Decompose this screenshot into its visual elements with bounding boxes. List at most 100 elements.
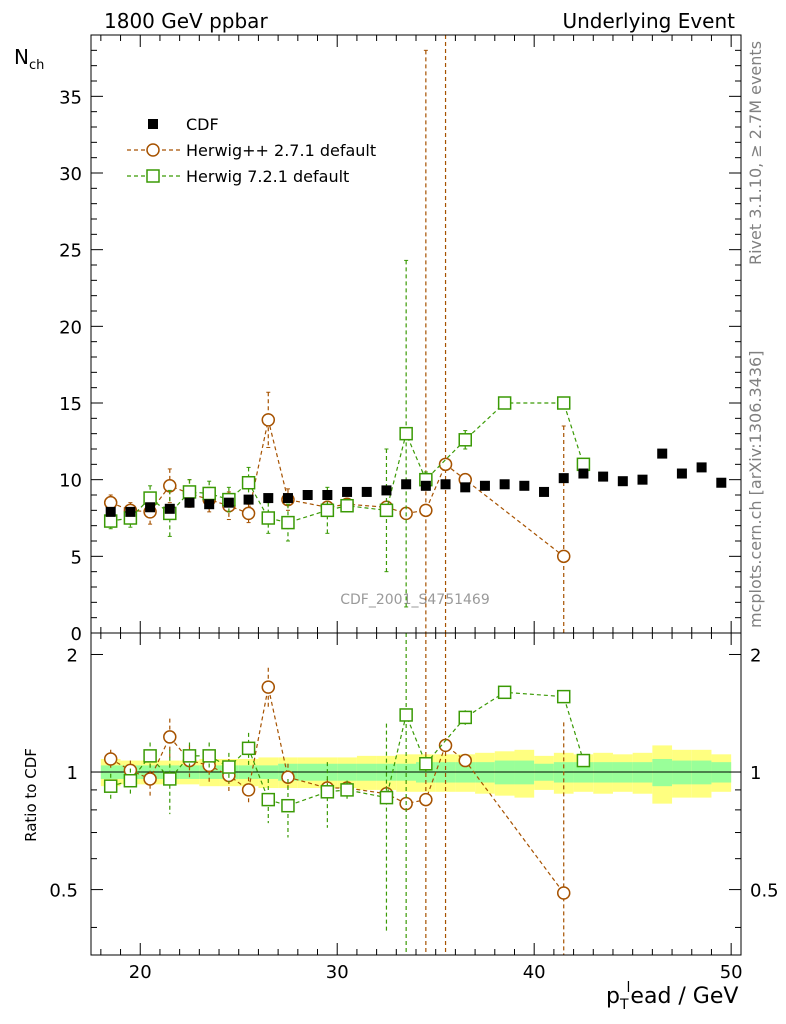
herwigpp-ratio-marker [281, 770, 295, 784]
ratio-y-tick-label: 2 [67, 645, 78, 666]
herwig7-ratio-marker [143, 749, 157, 763]
herwig7-ratio-marker [281, 798, 295, 813]
legend-herwig7-label: Herwig 7.2.1 default [186, 167, 349, 186]
ratio-y-tick-label-right: 0.5 [750, 881, 779, 902]
y-tick-label: 20 [59, 317, 82, 338]
herwig7-marker [340, 498, 354, 513]
x-label-rest: ead / GeV [630, 984, 738, 1009]
x-label-sup: l [627, 980, 631, 996]
cdf-marker [479, 480, 490, 491]
herwig7-marker [241, 475, 256, 490]
herwig7-marker [182, 485, 197, 499]
main-y-label-main: N [14, 45, 29, 69]
y-tick-label: 35 [59, 87, 82, 108]
cdf-marker [263, 493, 274, 504]
legend-herwigpp-marker [146, 143, 160, 157]
cdf-marker [499, 479, 510, 490]
herwigpp-ratio-marker [556, 886, 571, 900]
ratio-y-tick-label-right: 2 [750, 645, 761, 666]
herwigpp-ratio-marker [419, 792, 433, 807]
ratio-plot-frame [90, 632, 742, 956]
cdf-marker [105, 506, 116, 517]
cdf-marker [676, 468, 687, 479]
herwig7-marker [320, 503, 335, 518]
cdf-marker [637, 474, 648, 485]
y-tick-label: 30 [59, 164, 82, 185]
herwigpp-ratio-marker [241, 783, 256, 797]
herwig7-ratio-marker [399, 708, 413, 722]
herwigpp-ratio-marker [103, 752, 118, 766]
herwigpp-ratio-marker [458, 753, 472, 768]
herwigpp-line [110, 419, 565, 557]
cdf-marker [696, 462, 707, 473]
herwig7-ratio-marker [202, 749, 216, 763]
cdf-marker [381, 485, 392, 496]
herwig7-ratio-marker [576, 753, 591, 768]
herwigpp-marker [556, 549, 571, 564]
legend-cdf-marker [148, 119, 158, 129]
cdf-marker [322, 490, 333, 500]
herwigpp-ratio-marker [438, 738, 453, 753]
cdf-marker [223, 497, 234, 508]
herwig7-ratio-marker [123, 773, 138, 788]
herwigpp-ratio-marker [143, 772, 157, 786]
cdf-marker [125, 506, 136, 517]
y-tick-label: 25 [59, 241, 82, 262]
y-tick-label: 0 [71, 624, 82, 645]
cdf-marker [657, 448, 668, 459]
legend: CDF Herwig++ 2.7.1 default Herwig 7.2.1 … [127, 115, 376, 186]
mcplots-label: mcplots.cern.ch [arXiv:1306.3436] [746, 351, 765, 628]
cdf-marker [420, 480, 431, 491]
cdf-marker [401, 479, 412, 490]
cdf-marker [716, 477, 727, 488]
cdf-marker [519, 480, 530, 491]
ratio-y-tick-label: 0.5 [49, 881, 78, 902]
cdf-marker [164, 503, 175, 514]
ratio-y-tick-label: 1 [67, 763, 78, 784]
cdf-marker [145, 502, 156, 513]
cdf-marker [558, 473, 569, 484]
herwig7-marker [261, 511, 276, 525]
herwigpp-marker [241, 506, 256, 521]
herwigpp-ratio-marker [261, 680, 276, 694]
herwig7-marker [497, 396, 512, 410]
herwigpp-ratio-line [110, 686, 565, 894]
cdf-marker [302, 490, 313, 500]
herwig7-ratio-marker [182, 749, 197, 763]
header-left-title: 1800 GeV ppbar [104, 9, 268, 33]
x-tick-label: 50 [720, 962, 743, 983]
x-label-sub: T [619, 997, 629, 1013]
herwig7-marker [458, 433, 472, 447]
legend-herwig7-marker [146, 169, 160, 183]
herwig7-marker [281, 515, 295, 530]
cdf-marker [440, 479, 451, 490]
herwig7-ratio-marker [497, 685, 512, 700]
herwigpp-marker [438, 457, 453, 472]
herwig7-ratio-marker [340, 783, 354, 797]
x-tick-label: 40 [523, 962, 546, 983]
ratio-y-tick-label-right: 1 [750, 763, 761, 784]
herwig7-ratio-marker [261, 792, 276, 807]
y-tick-label: 10 [59, 471, 82, 492]
cdf-marker [598, 471, 609, 482]
analysis-watermark: CDF_2001_S4751469 [340, 592, 489, 608]
y-tick-label: 15 [59, 394, 82, 415]
herwigpp-marker [261, 413, 276, 427]
herwig7-marker [202, 486, 216, 501]
herwig7-ratio-marker [222, 760, 236, 774]
herwig7-ratio-marker [458, 710, 472, 725]
x-label-main: p [606, 984, 620, 1009]
cdf-marker [578, 468, 589, 479]
herwig7-marker [556, 396, 571, 410]
cdf-marker [342, 486, 353, 497]
legend-herwigpp-label: Herwig++ 2.7.1 default [186, 141, 376, 160]
main-y-label-sub: ch [29, 58, 44, 73]
cdf-marker [460, 482, 471, 493]
y-tick-label: 5 [71, 547, 82, 568]
x-tick-label: 30 [326, 962, 349, 983]
legend-cdf-label: CDF [186, 115, 219, 134]
herwig7-marker [399, 426, 413, 441]
main-y-axis-label: Nch [14, 45, 44, 73]
cdf-marker [539, 486, 550, 497]
herwigpp-ratio-marker [163, 730, 177, 744]
